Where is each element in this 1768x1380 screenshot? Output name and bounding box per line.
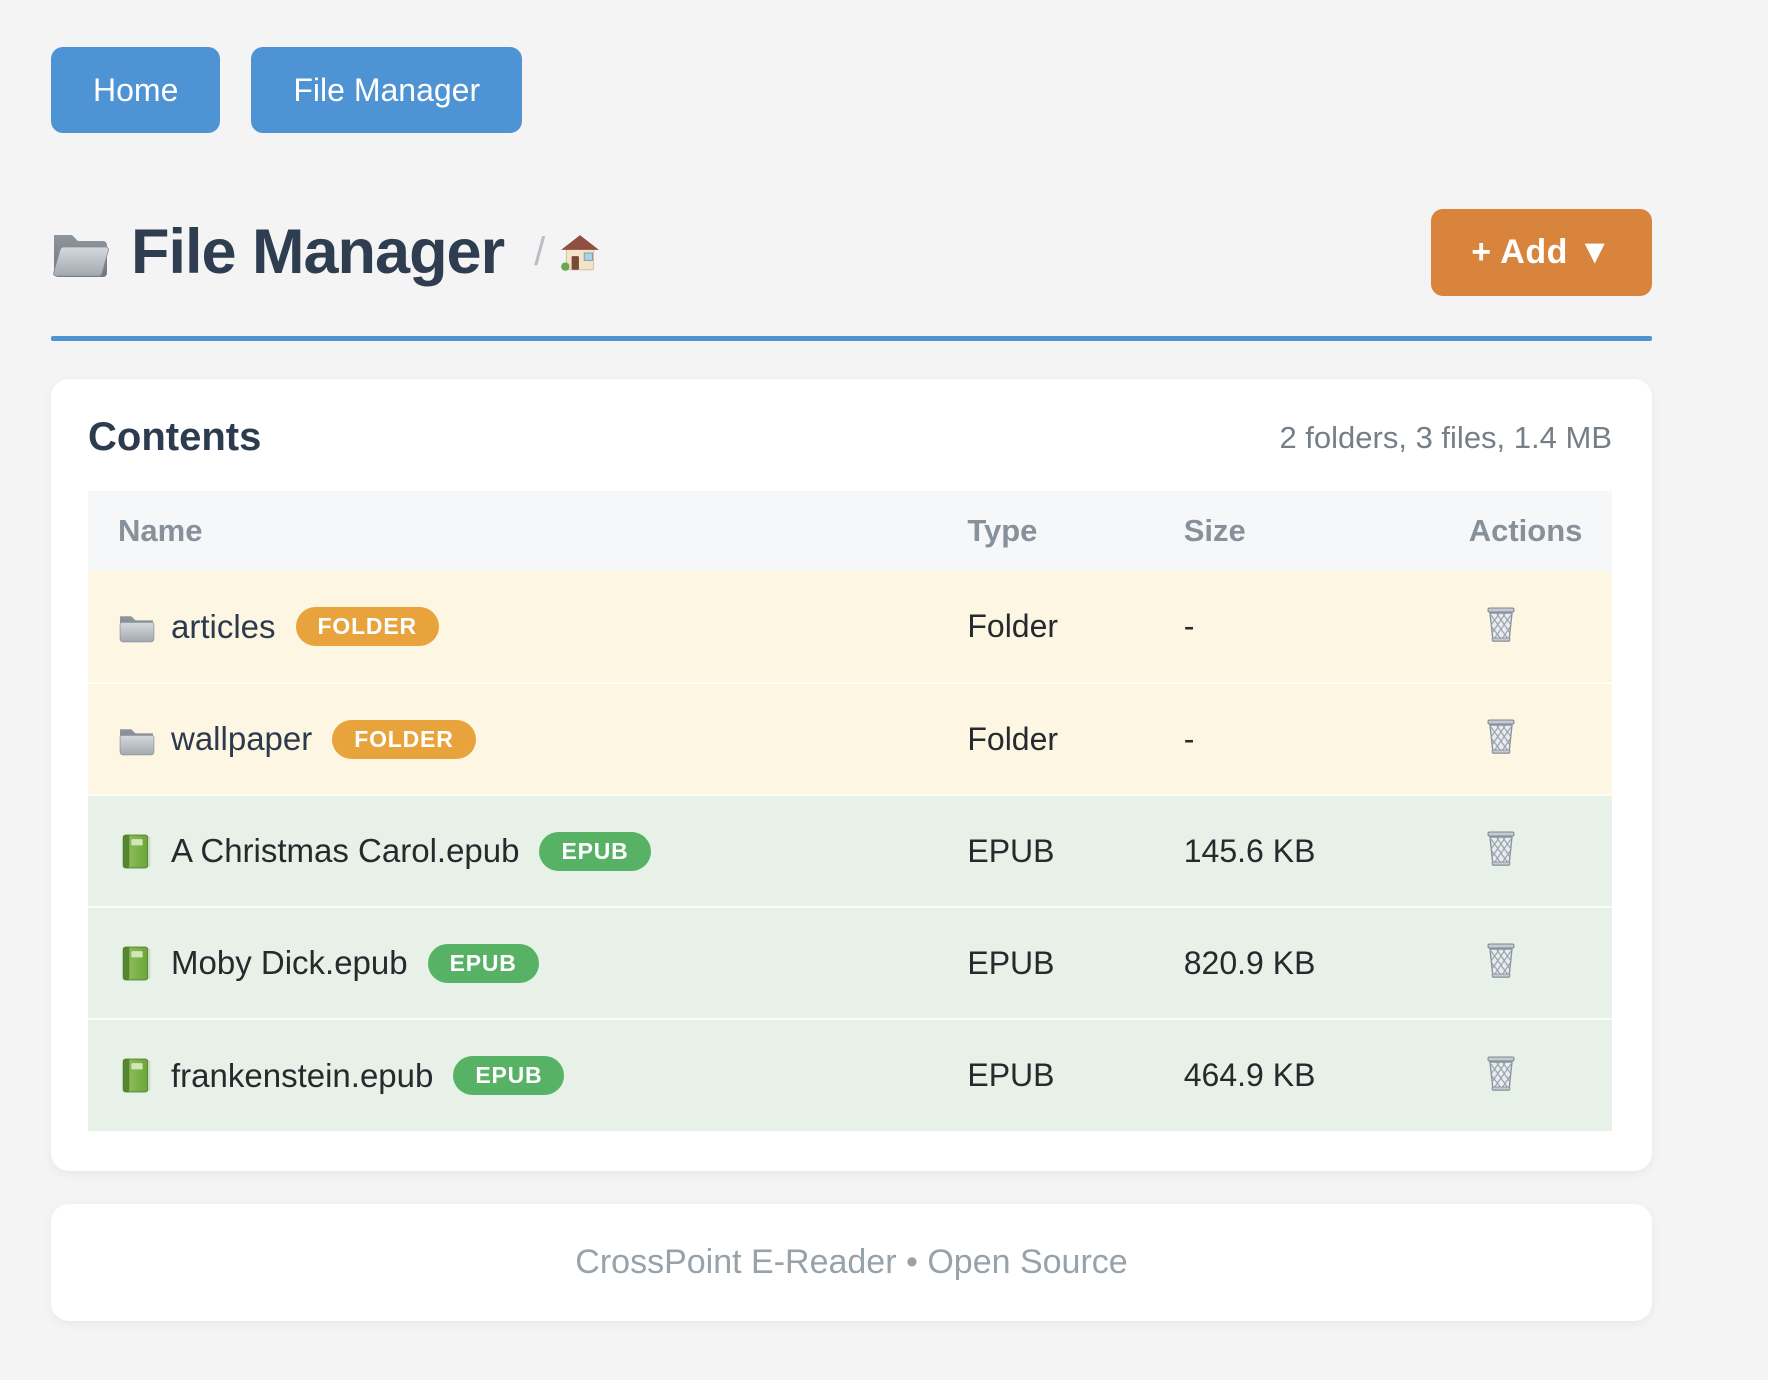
actions-cell — [1468, 682, 1612, 795]
actions-cell — [1468, 571, 1612, 683]
item-name-link[interactable]: Moby Dick.epub — [171, 944, 408, 981]
column-header-size: Size — [1183, 491, 1469, 571]
contents-summary: 2 folders, 3 files, 1.4 MB — [1279, 419, 1612, 455]
delete-button[interactable] — [1469, 939, 1519, 979]
home-button[interactable]: Home — [51, 47, 221, 133]
trash-icon — [1483, 827, 1519, 867]
folder-icon — [118, 721, 155, 758]
column-header-name: Name — [88, 491, 968, 571]
type-cell: EPUB — [967, 794, 1184, 907]
size-cell: 145.6 KB — [1183, 794, 1469, 907]
folder-icon — [118, 608, 155, 645]
type-cell: Folder — [967, 571, 1184, 683]
card-title: Contents — [88, 415, 262, 459]
type-badge: FOLDER — [295, 607, 439, 646]
type-cell: Folder — [967, 682, 1184, 795]
trash-icon — [1483, 715, 1519, 755]
table-header-row: Name Type Size Actions — [88, 491, 1612, 571]
size-cell: - — [1183, 571, 1469, 683]
delete-button[interactable] — [1469, 603, 1519, 643]
header-divider — [51, 336, 1652, 341]
item-name-link[interactable]: wallpaper — [171, 720, 313, 757]
type-badge: EPUB — [427, 943, 539, 983]
size-cell: - — [1183, 682, 1469, 795]
item-name-link[interactable]: frankenstein.epub — [171, 1056, 434, 1094]
table-row: A Christmas Carol.epub EPUB EPUB 145.6 K… — [88, 794, 1612, 907]
table-row: Moby Dick.epub EPUB EPUB 820.9 KB — [88, 906, 1612, 1019]
delete-button[interactable] — [1469, 827, 1519, 867]
breadcrumb-separator: / — [534, 230, 546, 274]
size-cell: 464.9 KB — [1183, 1018, 1469, 1131]
type-cell: EPUB — [967, 1018, 1184, 1131]
trash-icon — [1483, 939, 1519, 979]
table-row: frankenstein.epub EPUB EPUB 464.9 KB — [88, 1018, 1612, 1131]
table-row: articles FOLDER Folder - — [88, 571, 1612, 683]
breadcrumb: / — [534, 230, 601, 275]
home-icon[interactable] — [559, 233, 601, 273]
delete-button[interactable] — [1469, 715, 1519, 755]
trash-icon — [1483, 1052, 1519, 1092]
page-container: Home File Manager File Manager / + Add ▼… — [51, 0, 1652, 1321]
table-row: wallpaper FOLDER Folder - — [88, 682, 1612, 795]
contents-card: Contents 2 folders, 3 files, 1.4 MB Name… — [51, 379, 1652, 1171]
type-badge: EPUB — [453, 1056, 565, 1095]
green-book-icon — [118, 945, 155, 982]
file-table: Name Type Size Actions articles FOLDER F… — [88, 491, 1612, 1131]
item-name-link[interactable]: articles — [171, 607, 276, 645]
type-badge: EPUB — [539, 831, 651, 871]
type-badge: FOLDER — [332, 719, 476, 759]
top-nav: Home File Manager — [51, 0, 1652, 133]
actions-cell — [1468, 794, 1612, 907]
file-manager-button[interactable]: File Manager — [251, 47, 523, 133]
footer: CrossPoint E-Reader • Open Source — [51, 1204, 1652, 1321]
item-name-link[interactable]: A Christmas Carol.epub — [171, 832, 520, 869]
page-title: File Manager — [131, 217, 505, 287]
green-book-icon — [118, 833, 155, 870]
type-cell: EPUB — [967, 906, 1184, 1019]
size-cell: 820.9 KB — [1183, 906, 1469, 1019]
delete-button[interactable] — [1469, 1052, 1519, 1092]
page-header: File Manager / + Add ▼ — [51, 209, 1652, 296]
column-header-actions: Actions — [1468, 491, 1612, 571]
trash-icon — [1483, 603, 1519, 643]
column-header-type: Type — [967, 491, 1184, 571]
add-button[interactable]: + Add ▼ — [1431, 209, 1652, 296]
green-book-icon — [118, 1057, 155, 1094]
open-folder-icon — [51, 226, 109, 280]
actions-cell — [1468, 1018, 1612, 1131]
actions-cell — [1468, 906, 1612, 1019]
footer-text: CrossPoint E-Reader • Open Source — [575, 1243, 1128, 1281]
